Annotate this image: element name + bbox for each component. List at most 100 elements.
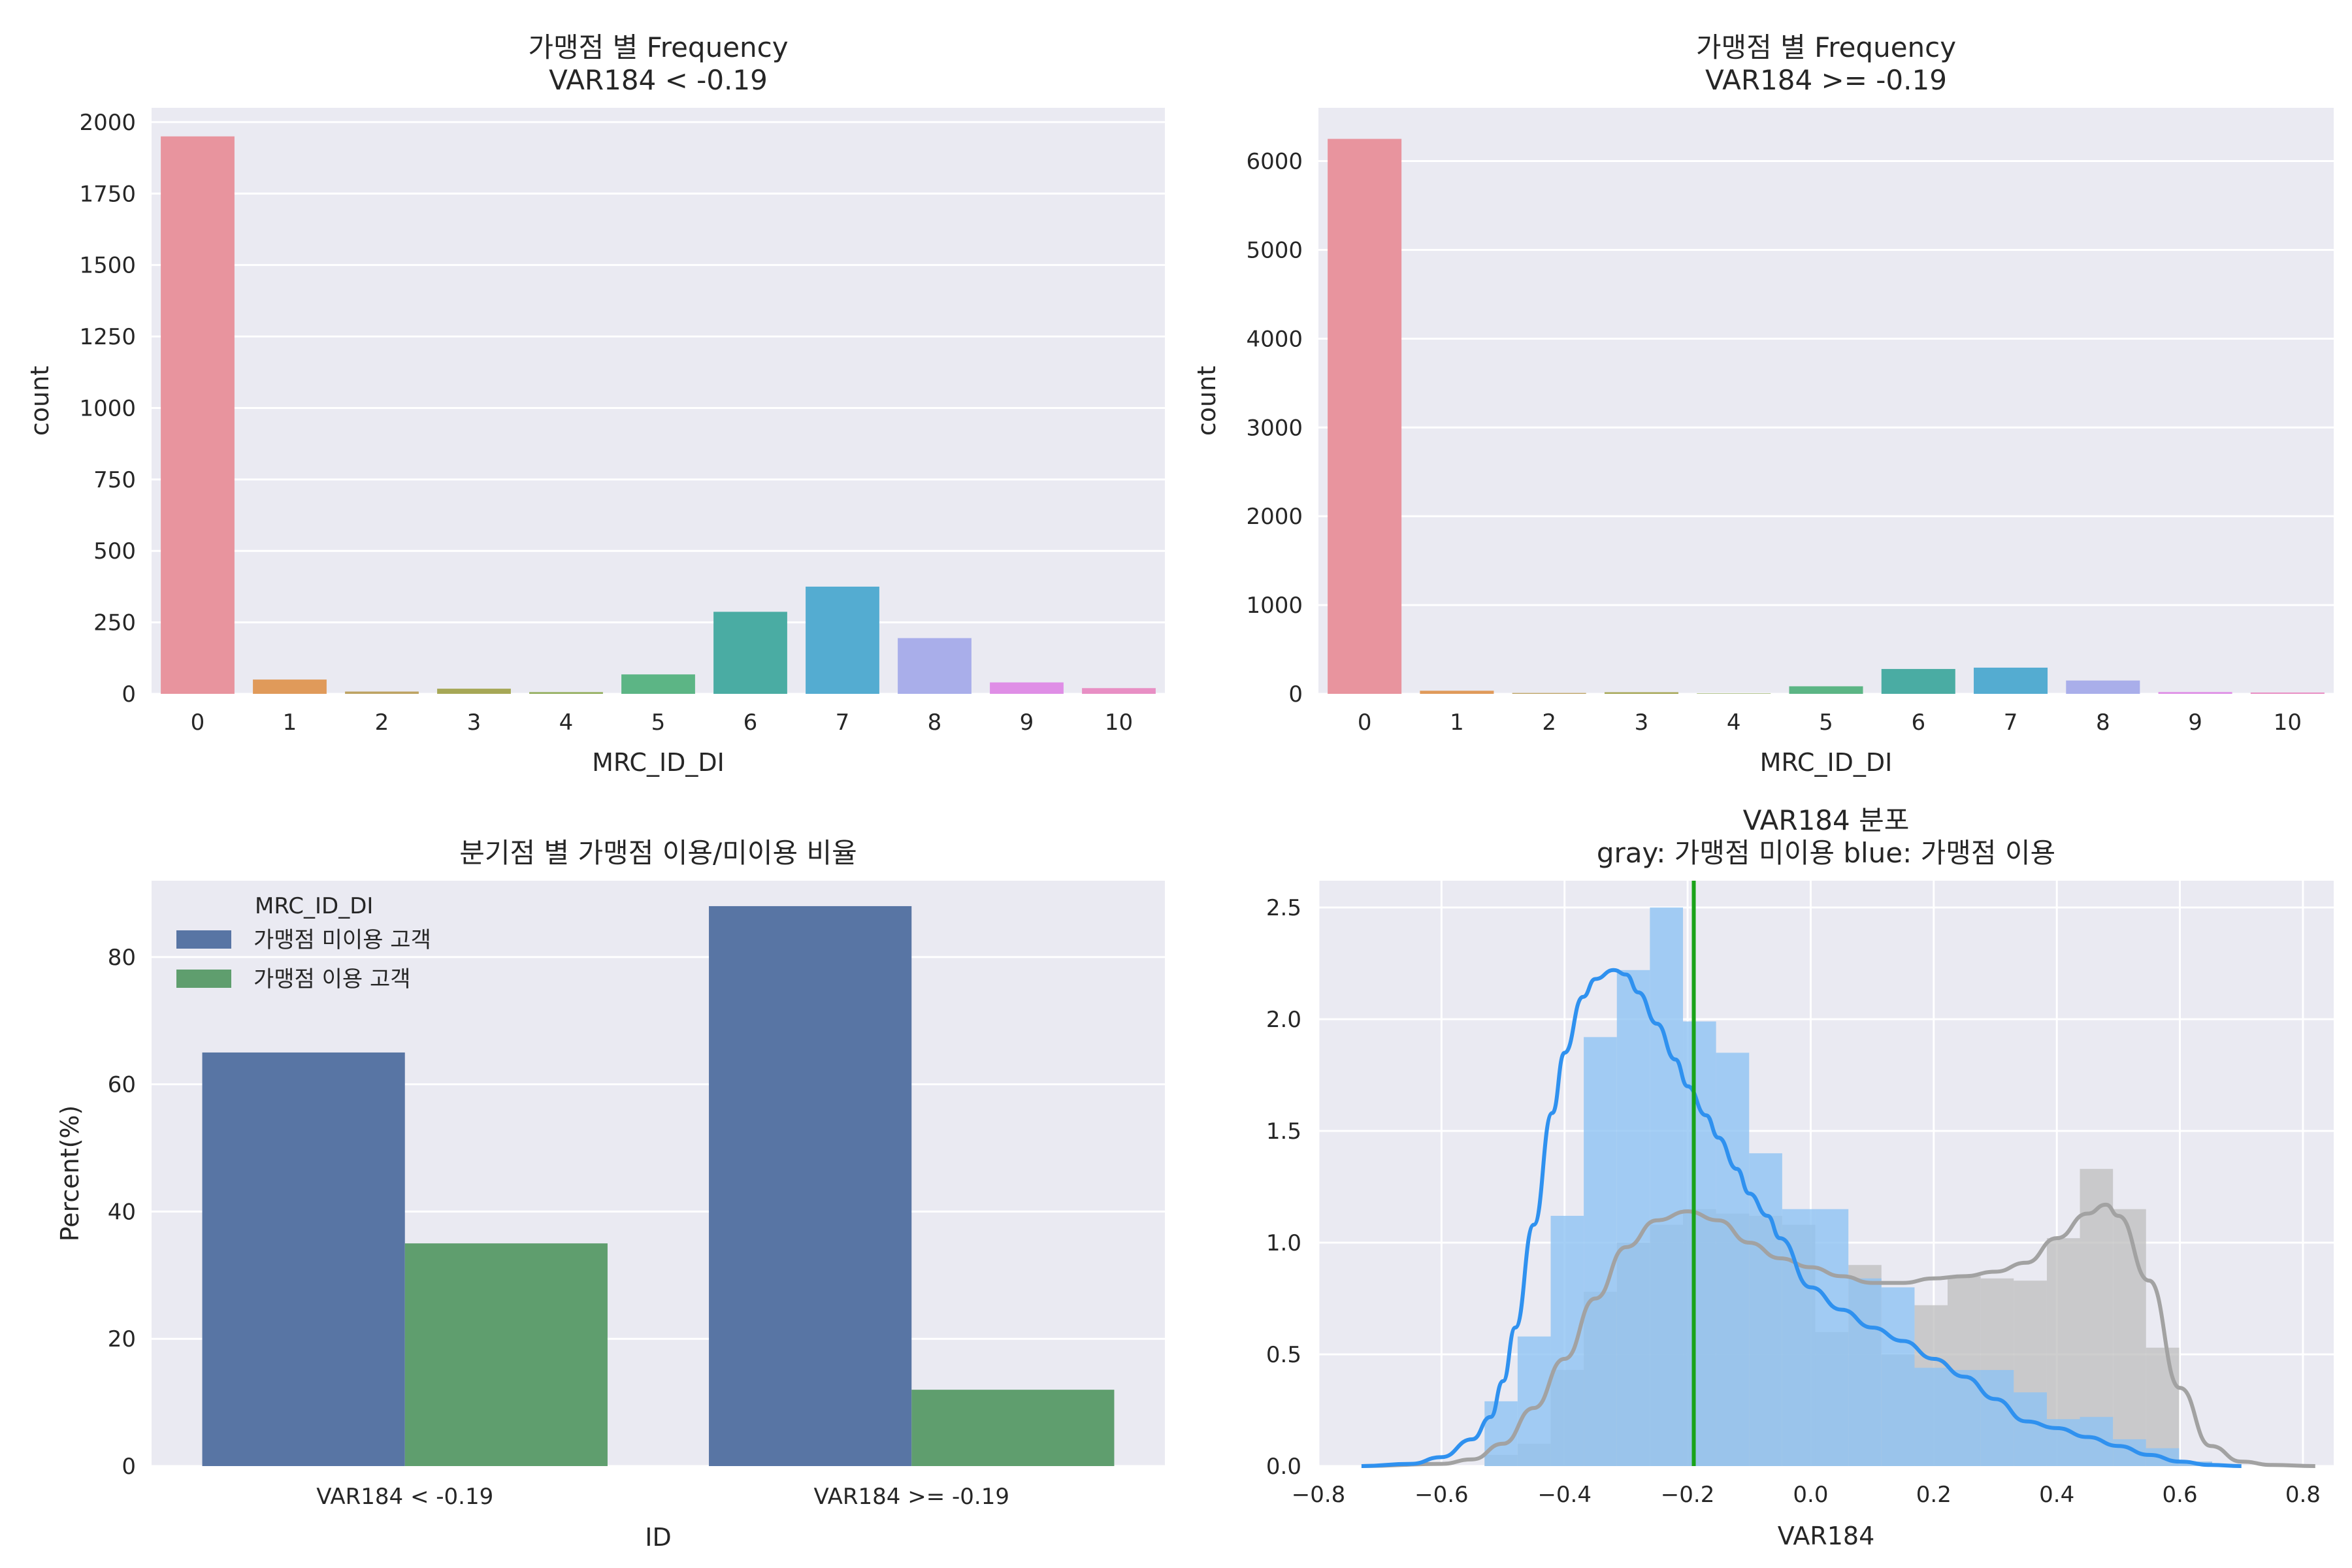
y-tick-label: 20 xyxy=(108,1326,136,1352)
hist-bar-gray xyxy=(2080,1169,2114,1466)
y-tick-label: 1.0 xyxy=(1266,1230,1301,1256)
x-tick-label: 4 xyxy=(1727,710,1741,736)
hist-bar-blue xyxy=(2014,1392,2047,1466)
x-tick-label: VAR184 < -0.19 xyxy=(316,1484,493,1510)
x-tick-label: VAR184 >= -0.19 xyxy=(814,1484,1009,1510)
x-tick-label: 5 xyxy=(1819,710,1833,736)
bar-series xyxy=(161,136,1156,694)
hist-bar-gray xyxy=(2113,1209,2146,1466)
x-tick-label: −0.2 xyxy=(1661,1482,1715,1508)
bar-0 xyxy=(1328,139,1402,694)
x-tick-label: 8 xyxy=(2096,710,2110,736)
y-tick-label: 4000 xyxy=(1246,326,1303,352)
bar-2 xyxy=(1512,693,1586,694)
hist-bar-blue xyxy=(1881,1287,1915,1466)
chart-title-line-2: VAR184 < -0.19 xyxy=(549,64,768,96)
hist-bar-blue xyxy=(2080,1416,2114,1466)
bar-0 xyxy=(161,136,235,694)
hist-bar-blue xyxy=(1749,1153,1782,1466)
legend-label-not-used: 가맹점 미이용 고객 xyxy=(253,927,431,953)
hist-bar-blue xyxy=(1948,1369,1981,1466)
hist-bar-blue xyxy=(1683,1021,1716,1466)
hist-bar-blue xyxy=(1484,1401,1518,1466)
y-tick-label: 500 xyxy=(93,538,136,564)
x-axis-label: VAR184 xyxy=(1778,1522,1875,1550)
x-tick-label: −0.6 xyxy=(1414,1482,1469,1508)
panel-frequency-above-threshold: 0 1000 2000 3000 4000 5000 6000 0 1 2 3 4 5 6 7 8 9 10 가… xyxy=(1192,31,2334,777)
y-tick-label: 0 xyxy=(122,1454,136,1480)
x-tick-label: 1 xyxy=(283,710,297,736)
chart-title-line-1: 가맹점 별 Frequency xyxy=(1696,31,1956,63)
bar-7 xyxy=(806,586,879,694)
chart-title-line-2: VAR184 >= -0.19 xyxy=(1705,64,1947,96)
y-tick-label: 750 xyxy=(93,467,136,493)
bar-8 xyxy=(898,638,972,694)
x-tick-label: 10 xyxy=(1105,710,1133,736)
y-tick-label: 2.0 xyxy=(1266,1007,1301,1033)
legend-label-used: 가맹점 이용 고객 xyxy=(253,966,411,992)
kde-curve-gray xyxy=(1361,1202,2315,1468)
legend-swatch-not-used xyxy=(176,930,231,949)
x-tick-label: 9 xyxy=(2188,710,2202,736)
hist-bar-blue xyxy=(1616,970,1650,1466)
x-tick-label: 5 xyxy=(651,710,666,736)
bar-3 xyxy=(437,689,511,694)
x-tick-labels: VAR184 < -0.19 VAR184 >= -0.19 xyxy=(316,1484,1009,1510)
bar-used-1 xyxy=(911,1390,1115,1466)
bar-not-used-0 xyxy=(202,1052,405,1466)
x-tick-label: 0.0 xyxy=(1793,1482,1828,1508)
y-tick-label: 1750 xyxy=(79,181,136,207)
x-tick-label: 3 xyxy=(467,710,482,736)
legend-title: MRC_ID_DI xyxy=(255,893,373,919)
y-tick-label: 1500 xyxy=(79,253,136,279)
y-tick-label: 1250 xyxy=(79,324,136,350)
x-tick-label: 0 xyxy=(1358,710,1372,736)
hist-bar-blue xyxy=(1716,1053,1750,1466)
y-tick-label: 0.5 xyxy=(1266,1342,1301,1368)
x-tick-label: 2 xyxy=(375,710,389,736)
hist-bar-blue xyxy=(1550,1215,1584,1466)
bar-10 xyxy=(2250,692,2325,694)
x-tick-label: 8 xyxy=(928,710,942,736)
legend-swatch-used xyxy=(176,970,231,988)
x-axis-label: ID xyxy=(645,1523,671,1552)
x-axis-label: MRC_ID_DI xyxy=(592,748,725,777)
x-tick-label: 6 xyxy=(1911,710,1925,736)
histogram-blue xyxy=(1484,907,2212,1466)
x-tick-label: 4 xyxy=(559,710,574,736)
hist-bar-blue xyxy=(1980,1369,2014,1466)
x-tick-label: −0.8 xyxy=(1292,1482,1346,1508)
y-tick-label: 1000 xyxy=(1246,593,1303,619)
legend: MRC_ID_DI 가맹점 미이용 고객 가맹점 이용 고객 xyxy=(176,893,431,992)
bar-5 xyxy=(621,674,695,694)
bar-1 xyxy=(253,679,327,694)
bar-5 xyxy=(1789,686,1863,694)
y-tick-label: 1000 xyxy=(79,395,136,421)
y-tick-labels: 0 250 500 750 1000 1250 1500 1750 2000 xyxy=(79,110,136,708)
panel-frequency-below-threshold: 0 250 500 750 1000 1250 1500 1750 2000 0 1 2 3 4 5 6 7 8… xyxy=(25,31,1165,777)
x-tick-label: 0.6 xyxy=(2163,1482,2198,1508)
hist-bar-blue xyxy=(1848,1278,1882,1466)
y-tick-label: 0 xyxy=(122,681,136,708)
bar-not-used-1 xyxy=(709,906,912,1466)
y-tick-label: 5000 xyxy=(1246,237,1303,263)
y-tick-label: 1.5 xyxy=(1266,1119,1301,1145)
bar-1 xyxy=(1420,691,1494,694)
x-tick-label: 3 xyxy=(1635,710,1649,736)
chart-title-line-2: gray: 가맹점 미이용 blue: 가맹점 이용 xyxy=(1597,837,2055,869)
x-tick-label: 0 xyxy=(191,710,205,736)
x-tick-label: 9 xyxy=(1020,710,1034,736)
bar-2 xyxy=(345,691,419,694)
x-tick-label: 7 xyxy=(2004,710,2018,736)
x-tick-label: 10 xyxy=(2274,710,2302,736)
kde-curve-blue xyxy=(1361,968,2242,1468)
plot-area xyxy=(1318,108,2334,694)
bar-4 xyxy=(529,692,603,694)
y-tick-labels: 0 20 40 60 80 xyxy=(108,945,136,1480)
x-tick-label: 0.8 xyxy=(2285,1482,2321,1508)
bar-6 xyxy=(713,612,787,694)
x-axis-label: MRC_ID_DI xyxy=(1760,748,1893,777)
y-axis-label: Percent(%) xyxy=(56,1105,84,1242)
y-tick-label: 2000 xyxy=(79,110,136,136)
